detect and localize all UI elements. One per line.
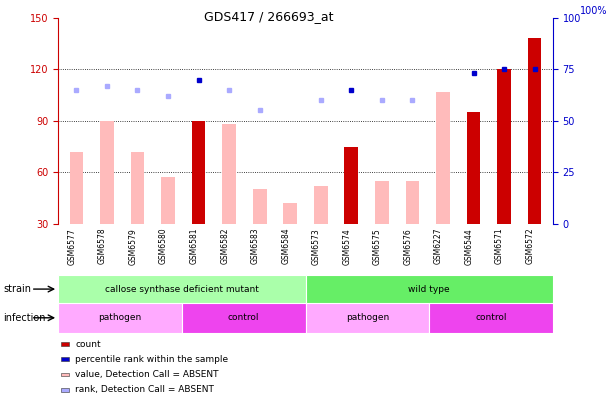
Text: GSM6227: GSM6227: [434, 228, 443, 265]
Bar: [100, 121, 114, 224]
Bar: [58, 303, 182, 333]
Text: GDS417 / 266693_at: GDS417 / 266693_at: [204, 10, 334, 23]
Text: GSM6573: GSM6573: [312, 228, 321, 265]
Text: pathogen: pathogen: [346, 313, 389, 322]
Text: GSM6583: GSM6583: [251, 228, 260, 265]
Bar: [182, 303, 306, 333]
Text: wild type: wild type: [408, 285, 450, 293]
Text: control: control: [228, 313, 260, 322]
Text: GSM6572: GSM6572: [525, 228, 535, 265]
Bar: [222, 124, 236, 224]
Bar: [497, 69, 511, 224]
Text: GSM6544: GSM6544: [464, 228, 474, 265]
Text: GSM6574: GSM6574: [342, 228, 351, 265]
Text: count: count: [75, 339, 101, 348]
Text: GSM6571: GSM6571: [495, 228, 504, 265]
Bar: [528, 38, 541, 224]
Text: 100%: 100%: [580, 6, 608, 16]
Bar: [375, 181, 389, 224]
Bar: [436, 91, 450, 224]
Bar: [306, 275, 553, 303]
Bar: [429, 303, 553, 333]
Bar: [253, 189, 266, 224]
Bar: [306, 303, 429, 333]
Text: rank, Detection Call = ABSENT: rank, Detection Call = ABSENT: [75, 385, 214, 394]
Text: GSM6579: GSM6579: [128, 228, 137, 265]
Text: value, Detection Call = ABSENT: value, Detection Call = ABSENT: [75, 370, 219, 379]
Text: callose synthase deficient mutant: callose synthase deficient mutant: [105, 285, 258, 293]
Text: GSM6578: GSM6578: [98, 228, 107, 265]
Bar: [131, 152, 144, 224]
Bar: [60, 388, 70, 392]
Text: control: control: [475, 313, 507, 322]
Bar: [60, 357, 70, 361]
Text: GSM6576: GSM6576: [403, 228, 412, 265]
Text: GSM6582: GSM6582: [220, 228, 229, 265]
Bar: [345, 147, 358, 224]
Text: GSM6580: GSM6580: [159, 228, 168, 265]
Text: infection: infection: [3, 313, 46, 323]
Bar: [192, 121, 205, 224]
Bar: [406, 181, 419, 224]
Bar: [467, 112, 480, 224]
Bar: [161, 177, 175, 224]
Bar: [314, 186, 327, 224]
Text: pathogen: pathogen: [98, 313, 142, 322]
Bar: [70, 152, 83, 224]
Text: strain: strain: [3, 284, 31, 294]
Text: GSM6577: GSM6577: [67, 228, 76, 265]
Bar: [284, 203, 297, 224]
Text: GSM6575: GSM6575: [373, 228, 382, 265]
Text: GSM6581: GSM6581: [189, 228, 199, 265]
Bar: [60, 342, 70, 346]
Text: percentile rank within the sample: percentile rank within the sample: [75, 355, 229, 364]
Bar: [58, 275, 306, 303]
Bar: [60, 373, 70, 376]
Text: GSM6584: GSM6584: [281, 228, 290, 265]
